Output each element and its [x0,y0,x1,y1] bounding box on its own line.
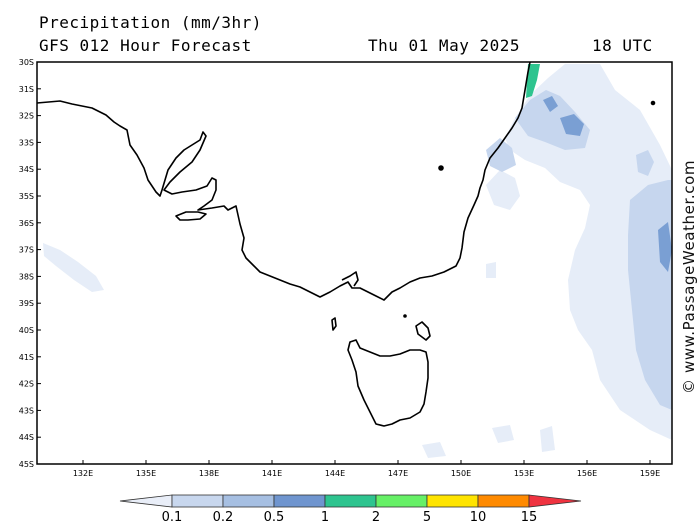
legend-value-label: 1 [321,510,329,525]
legend-arrow-low [119,494,173,508]
precip-area-light [492,425,514,443]
lon-tick-label: 150E [451,469,471,478]
mainland-coastline [36,61,531,301]
lon-tick-label: 138E [199,469,219,478]
lon-tick-label: 144E [325,469,345,478]
lon-tick-label: 156E [577,469,597,478]
longitude-axis: 132E 135E 138E 141E 144E 147E 150E 153E 156E 159E [73,460,660,478]
forecast-date: Thu 01 May 2025 [368,36,520,55]
precip-area-light [486,262,496,278]
map-frame [36,61,673,465]
lat-tick-label: 38S [19,272,34,281]
precip-area-light [505,64,672,440]
lat-tick-label: 33S [19,138,34,147]
watermark: © www.PassageWeather.com [680,160,698,394]
lat-tick-label: 42S [19,380,34,389]
precip-area-light [486,170,520,210]
legend-value-label: 15 [521,510,538,525]
precip-area-dark [560,114,584,136]
precip-area-light [422,442,446,458]
lat-tick-label: 41S [19,353,34,362]
king-island [331,317,337,331]
lat-tick-label: 45S [19,460,34,469]
precip-area-dark [658,222,672,272]
lon-tick-label: 132E [73,469,93,478]
legend-arrow-high [528,494,582,508]
legend-value-label: 0.5 [264,510,285,525]
legend-value-label: 0.2 [213,510,234,525]
chart-title: Precipitation (mm/3hr) [39,13,262,32]
lat-tick-label: 37S [19,246,34,255]
island-dot [650,100,656,106]
legend-value-label: 0.1 [162,510,183,525]
lon-tick-label: 147E [388,469,408,478]
island-dot [438,165,444,171]
precip-area-dark [543,96,558,112]
lat-tick-label: 30S [19,58,34,67]
precip-area-medium [515,90,590,150]
lon-tick-label: 141E [262,469,282,478]
legend-swatch [477,494,530,508]
lat-tick-label: 44S [19,433,34,442]
forecast-subtitle: GFS 012 Hour Forecast [39,36,252,55]
legend-swatch [222,494,275,508]
lon-tick-label: 135E [136,469,156,478]
kangaroo-island [175,211,207,221]
legend-value-label: 2 [372,510,380,525]
forecast-time: 18 UTC [592,36,653,55]
precipitation-legend: 0.1 0.2 0.5 1 2 5 10 15 [119,494,582,525]
precipitation-field [43,64,672,458]
precip-area-medium [486,138,516,172]
legend-value-label: 10 [470,510,487,525]
lat-tick-label: 43S [19,406,34,415]
lat-tick-label: 40S [19,326,34,335]
legend-swatch [426,494,479,508]
port-phillip-bay [341,271,359,287]
legend-swatch [273,494,326,508]
lat-tick-label: 34S [19,165,34,174]
precip-area-medium [636,150,654,176]
legend-value-label: 5 [423,510,431,525]
lon-tick-label: 159E [640,469,660,478]
precip-area-light [43,243,104,292]
legend-swatch [375,494,428,508]
tasmania-coastline [347,339,429,427]
island-dot [403,314,407,318]
lon-tick-label: 153E [514,469,534,478]
precip-area-heavy [526,64,540,98]
precip-area-light [592,170,640,222]
legend-swatch [324,494,377,508]
legend-swatch [171,494,224,508]
lat-tick-label: 36S [19,219,34,228]
flinders-island [415,321,431,341]
coastline [36,61,656,427]
lat-tick-label: 32S [19,112,34,121]
lat-tick-label: 35S [19,192,34,201]
lat-tick-label: 39S [19,299,34,308]
latitude-axis: 30S 31S 32S 33S 34S 35S 36S 37S 38S 39S 40S 41S 42S 4… [19,58,41,469]
lat-tick-label: 31S [19,85,34,94]
precip-area-light [540,426,555,452]
